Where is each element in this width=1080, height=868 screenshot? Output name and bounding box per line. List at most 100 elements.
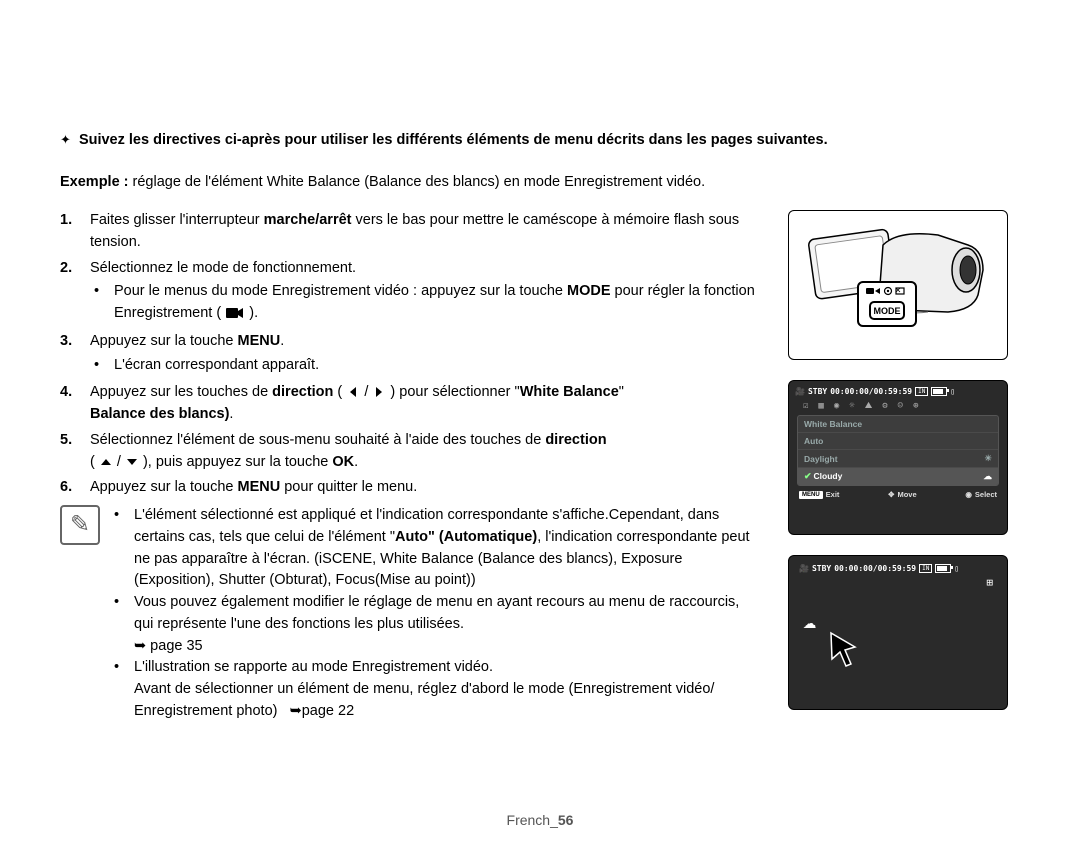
select-icon: ◉ [965,490,972,499]
step-number: 2. [60,258,90,327]
osd-in-badge: IN [915,387,928,396]
step-item: 2. Sélectionnez le mode de fonctionnemen… [60,258,760,327]
intro-text: Suivez les directives ci-après pour util… [79,132,828,148]
example-text: réglage de l'élément White Balance (Bala… [129,174,706,190]
step-number: 5. [60,430,90,474]
step-text: . [354,454,358,470]
step-text: . [229,406,233,422]
note-text: Avant de sélectionner un élément de menu… [134,681,714,719]
slash: / [360,384,372,400]
camera-drawing: MODE [798,220,998,350]
cursor-arrow-icon [829,631,859,671]
substep-item: L'écran correspondant apparaît. [90,355,760,377]
page-ref: page 35 [146,638,202,654]
step-bold: direction [545,432,606,448]
intro-diamond-icon: ✦ [60,132,71,147]
step-text: ), puis appuyez sur la touche [139,454,332,470]
note-block: ✎ L'élément sélectionné est appliqué et … [60,505,760,723]
step-bold: OK [332,454,354,470]
note-text: Vous pouvez également modifier le réglag… [134,594,739,632]
down-arrow-icon [126,456,138,468]
osd-exit-label: Exit [826,490,840,499]
step-item: 1. Faites glisser l'interrupteur marche/… [60,210,760,254]
footer-sep: _ [550,812,558,828]
osd-move-label: Move [897,490,916,499]
osd-top-bar: 🎥 STBY 00:00:00/00:59:59 IN ▯ [799,564,997,573]
left-column: 1. Faites glisser l'interrupteur marche/… [60,210,760,723]
step-text: . [280,333,284,349]
step-number: 6. [60,477,90,499]
osd-bottom-bar: MENUExit ✥Move ◉Select [795,486,1001,499]
tab-icon: ⊕ [913,401,918,411]
tab-icon: ☑ [803,401,808,411]
step-item: 5. Sélectionnez l'élément de sous-menu s… [60,430,760,474]
step-text: pour quitter le menu. [280,479,417,495]
menu-badge: MENU [799,491,823,499]
osd-status: STBY [812,564,831,573]
substep-bold: MODE [567,283,611,299]
tab-icon: ☼ [849,401,854,411]
osd-menu-title: White Balance [798,416,998,433]
osd-select-label: Select [975,490,997,499]
note-bold: Auto" (Automatique) [395,529,537,545]
intro-line: ✦ Suivez les directives ci-après pour ut… [60,130,1020,150]
step-text: ( [333,384,346,400]
mode-button-label: MODE [874,306,901,316]
step-item: 4. Appuyez sur les touches de direction … [60,382,760,426]
card-icon: ▯ [950,387,955,396]
example-label: Exemple : [60,174,129,190]
move-icon: ✥ [888,490,894,499]
step-text: Appuyez sur la touche [90,333,238,349]
osd-menu-panel: White Balance Auto Daylight ☀ ✔Cloudy ☁ [797,415,999,486]
note-text: L'illustration se rapporte au mode Enreg… [134,659,493,675]
osd-menu-item: Auto [798,433,998,450]
tab-icon: ◉ [834,401,839,411]
video-icon [226,307,244,319]
step-item: 6. Appuyez sur la touche MENU pour quitt… [60,477,760,499]
video-mode-icon: 🎥 [795,387,805,396]
osd-timecode: 00:00:00/00:59:59 [834,564,916,573]
dagger-icon: ➥ [290,703,302,719]
note-item: L'élément sélectionné est appliqué et l'… [110,505,760,592]
step-item: 3. Appuyez sur la touche MENU. L'écran c… [60,331,760,379]
osd-status: STBY [808,387,827,396]
step-bold: MENU [238,333,281,349]
substep-text: Pour le menus du mode Enregistrement vid… [114,283,567,299]
osd-tab-icons: ☑ ▦ ◉ ☼ ⛰ ⚙ ☺ ⊕ [795,399,1001,415]
step-number: 4. [60,382,90,426]
footer-lang: French [507,812,551,828]
card-icon: ▯ [954,564,959,573]
note-list: L'élément sélectionné est appliqué et l'… [110,505,760,723]
dagger-icon: ➥ [134,638,146,654]
step-text: Sélectionnez le mode de fonctionnement. [90,260,356,276]
up-arrow-icon [100,456,112,468]
note-item: L'illustration se rapporte au mode Enreg… [110,657,760,722]
step-bold: direction [272,384,333,400]
step-text: ) pour sélectionner " [386,384,519,400]
footer-page-number: 56 [558,812,574,828]
tab-icon: ⚙ [882,401,887,411]
substep-text: L'écran correspondant apparaît. [114,355,760,377]
sun-icon: ☀ [984,453,992,464]
grid-indicator-icon: ⊞ [799,576,997,589]
step-text: ( [90,454,99,470]
video-mode-icon: 🎥 [799,564,809,573]
tab-icon: ▦ [818,401,823,411]
right-column: MODE 🎥 STBY 00:00:00/00:59:59 IN ▯ ☑ ▦ ◉ [788,210,1013,730]
figure-camera: MODE [788,210,1008,360]
left-arrow-icon [347,386,359,398]
step-number: 1. [60,210,90,254]
step-text: Appuyez sur la touche [90,479,238,495]
figure-osd-menu: 🎥 STBY 00:00:00/00:59:59 IN ▯ ☑ ▦ ◉ ☼ ⛰ … [788,380,1008,535]
step-text: Sélectionnez l'élément de sous-menu souh… [90,432,545,448]
slash: / [113,454,125,470]
example-line: Exemple : réglage de l'élément White Bal… [60,172,1020,194]
osd-in-badge: IN [919,564,932,573]
note-item: Vous pouvez également modifier le réglag… [110,592,760,657]
substep-item: Pour le menus du mode Enregistrement vid… [90,281,760,325]
figure-osd-result: 🎥 STBY 00:00:00/00:59:59 IN ▯ ⊞ ☁ [788,555,1008,710]
osd-top-bar: 🎥 STBY 00:00:00/00:59:59 IN ▯ [795,387,1001,396]
step-bold: MENU [238,479,281,495]
battery-icon [931,387,947,396]
note-icon: ✎ [60,505,100,545]
